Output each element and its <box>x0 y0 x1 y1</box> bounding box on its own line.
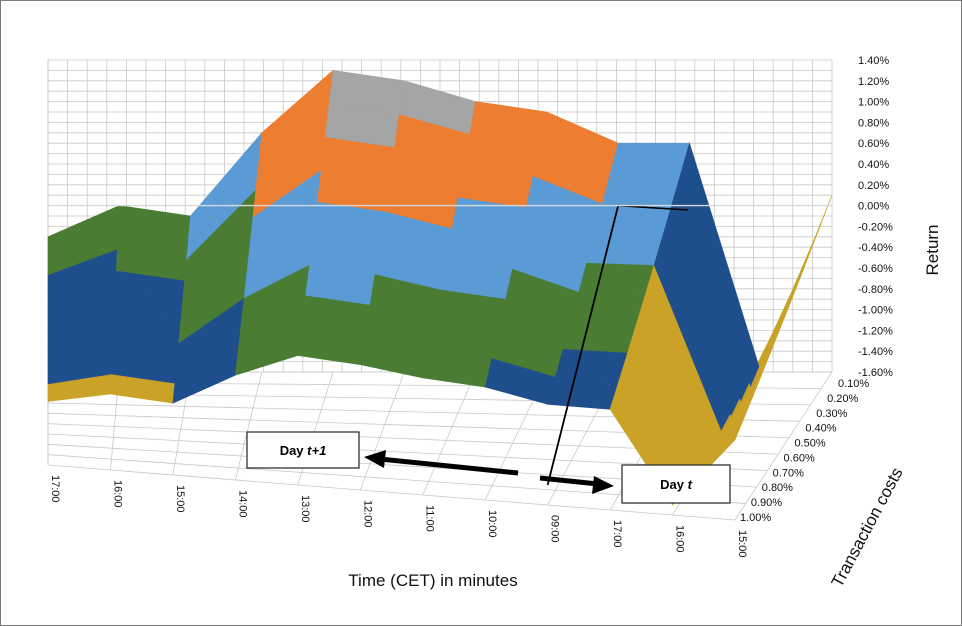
y-tick-label: 0.60% <box>784 452 815 464</box>
y-axis-title: Transaction costs <box>828 464 907 590</box>
y-tick-label: 0.40% <box>805 423 836 435</box>
z-tick-label: 0.80% <box>858 117 889 129</box>
x-tick-label: 09:00 <box>549 515 561 543</box>
day-t-plus-1-arrow <box>364 450 519 476</box>
svg-text:Day t: Day t <box>660 477 692 492</box>
floor-line <box>422 371 477 496</box>
x-tick-label: 10:00 <box>486 510 498 538</box>
y-tick-label: 0.30% <box>816 408 847 420</box>
surface-patch <box>602 173 681 206</box>
floor-line <box>234 371 263 481</box>
z-tick-label: 1.40% <box>858 55 889 67</box>
z-tick-label: -0.20% <box>858 221 893 233</box>
y-tick-label: 0.80% <box>762 482 793 494</box>
z-tick-label: -1.40% <box>858 346 893 358</box>
x-axis-ticks: 17:00 16:00 15:00 14:00 13:00 12:00 11:00 10:00… <box>49 475 748 558</box>
z-tick-label: 0.00% <box>858 201 889 213</box>
y-axis-ticks: 0.10% 0.20% 0.30% 0.40% 0.50% 0.60% 0.70% 0.80%… <box>740 378 869 524</box>
day-t-var: t <box>688 477 693 492</box>
y-tick-label: 0.20% <box>827 393 858 405</box>
z-tick-label: 0.20% <box>858 180 889 192</box>
floor-line <box>359 371 405 491</box>
x-tick-label: 16:00 <box>674 525 686 553</box>
x-tick-label: 17:00 <box>611 520 623 548</box>
y-tick-label: 0.50% <box>794 438 825 450</box>
floor-line <box>47 464 736 521</box>
surface-patch <box>562 319 637 353</box>
day-t-plus-1-callout: Day t+1 <box>246 431 360 469</box>
y-tick-label: 0.70% <box>773 467 804 479</box>
surface-patch <box>609 142 690 175</box>
z-axis-ticks: 1.40% 1.20% 1.00% 0.80% 0.60% 0.40% 0.20% 0.00%… <box>858 55 893 379</box>
day-boundary-line <box>546 205 620 486</box>
x-axis-title: Time (CET) in minutes <box>348 571 517 590</box>
y-tick-label: 1.00% <box>740 512 771 524</box>
y-tick-label: 0.10% <box>838 378 869 390</box>
z-tick-label: -1.20% <box>858 325 893 337</box>
floor-line <box>734 371 833 521</box>
surface-patch <box>570 291 646 325</box>
z-axis-title: Return <box>923 224 942 275</box>
x-tick-label: 15:00 <box>174 485 186 513</box>
surface-patch <box>547 376 620 410</box>
day-t-plus-1-prefix: Day <box>280 443 307 458</box>
z-tick-label: 1.20% <box>858 76 889 88</box>
x-tick-label: 12:00 <box>361 500 373 528</box>
x-tick-label: 17:00 <box>49 475 61 503</box>
z-tick-label: -0.60% <box>858 263 893 275</box>
z-tick-label: -1.00% <box>858 305 893 317</box>
x-tick-label: 16:00 <box>112 480 124 508</box>
surface-plot <box>47 69 833 506</box>
day-boundary-line <box>618 204 689 211</box>
surface-patch <box>555 348 629 382</box>
z-tick-label: -1.60% <box>858 367 893 379</box>
day-t-plus-1-var: t+1 <box>307 443 326 458</box>
surface-patch <box>586 232 664 266</box>
z-tick-label: -0.80% <box>858 284 893 296</box>
overlay-lines <box>48 204 832 486</box>
y-tick-label: 0.90% <box>751 497 782 509</box>
z-tick-label: -0.40% <box>858 242 893 254</box>
z-tick-label: 0.60% <box>858 138 889 150</box>
x-tick-label: 14:00 <box>236 490 248 518</box>
svg-text:Day t+1: Day t+1 <box>280 443 327 458</box>
x-tick-label: 15:00 <box>736 530 748 558</box>
z-tick-label: 0.40% <box>858 159 889 171</box>
z-tick-label: 1.00% <box>858 97 889 109</box>
day-t-prefix: Day <box>660 477 687 492</box>
day-t-arrow <box>539 475 614 494</box>
surface-patch <box>578 262 655 295</box>
x-tick-label: 13:00 <box>299 495 311 523</box>
day-t-callout: Day t <box>621 464 731 504</box>
surface-patch <box>750 195 833 387</box>
x-tick-label: 11:00 <box>424 505 436 532</box>
